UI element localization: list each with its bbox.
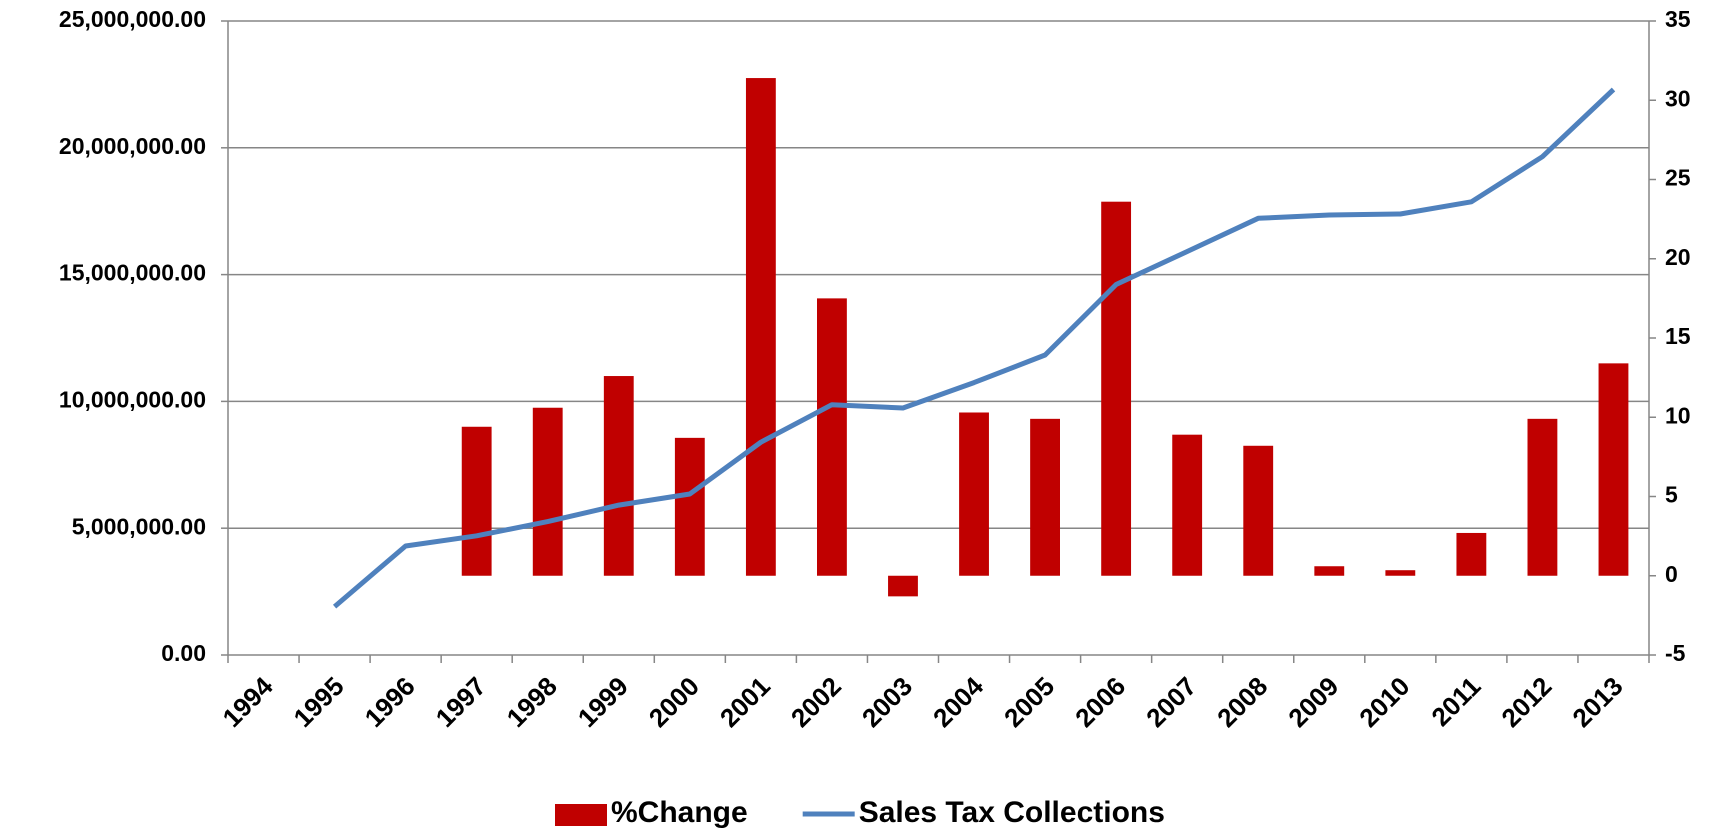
bar [1314, 566, 1345, 576]
x-tick-label: 2002 [785, 671, 847, 733]
y2-tick-label: 10 [1665, 402, 1691, 428]
x-tick-label: 2011 [1425, 671, 1486, 732]
bar [1598, 363, 1629, 576]
x-tick-label: 2000 [643, 671, 705, 733]
bar [1172, 434, 1203, 576]
y2-tick-label: 0 [1665, 561, 1678, 587]
x-tick-label: 2010 [1353, 671, 1415, 733]
y-tick-label: 5,000,000.00 [72, 513, 206, 539]
y-tick-label: 10,000,000.00 [59, 386, 206, 412]
x-tick-label: 2004 [927, 671, 989, 733]
y2-tick-label: 20 [1665, 244, 1691, 270]
y-tick-label: 25,000,000.00 [59, 6, 206, 32]
bar [745, 78, 776, 576]
bar [1243, 445, 1274, 576]
bar [461, 426, 492, 576]
y2-tick-label: -5 [1665, 640, 1686, 666]
x-tick-label: 2003 [856, 671, 918, 733]
bar [1527, 418, 1558, 576]
legend-label: Sales Tax Collections [859, 796, 1165, 829]
bar [817, 298, 847, 576]
bar [1456, 532, 1487, 576]
y2-tick-label: 25 [1665, 165, 1691, 191]
x-tick-label: 2008 [1211, 671, 1273, 733]
line [332, 87, 1616, 609]
x-tick-label: 2006 [1069, 671, 1131, 733]
x-tick-label: 1995 [288, 671, 350, 733]
x-tick-label: 2012 [1495, 671, 1557, 733]
y2-tick-label: 30 [1665, 85, 1691, 111]
bar [532, 407, 563, 576]
bar [1101, 201, 1132, 576]
y-tick-label: 15,000,000.00 [59, 260, 206, 286]
y-tick-label: 20,000,000.00 [59, 133, 206, 159]
x-tick-label: 2005 [998, 671, 1060, 733]
x-tick-label: 1999 [572, 671, 634, 733]
bar [603, 376, 634, 576]
x-tick-label: 2009 [1282, 671, 1344, 733]
x-tick-label: 2013 [1566, 671, 1628, 733]
y2-tick-label: 15 [1665, 323, 1691, 349]
bar [959, 412, 989, 576]
x-tick-label: 1996 [359, 671, 421, 733]
x-tick-label: 1994 [217, 671, 279, 733]
bar [674, 437, 705, 576]
legend-swatch [555, 804, 607, 826]
x-tick-label: 1997 [430, 671, 492, 733]
x-tick-label: 2001 [714, 671, 776, 733]
x-tick-label: 2007 [1140, 671, 1202, 733]
y2-tick-label: 5 [1665, 482, 1678, 508]
bar [1030, 418, 1060, 576]
x-tick-label: 1998 [501, 671, 563, 733]
bar [888, 575, 918, 597]
legend-label: %Change [611, 796, 748, 829]
y2-tick-label: 35 [1665, 6, 1691, 32]
bar [1385, 570, 1416, 576]
y-tick-label: 0.00 [161, 640, 206, 666]
